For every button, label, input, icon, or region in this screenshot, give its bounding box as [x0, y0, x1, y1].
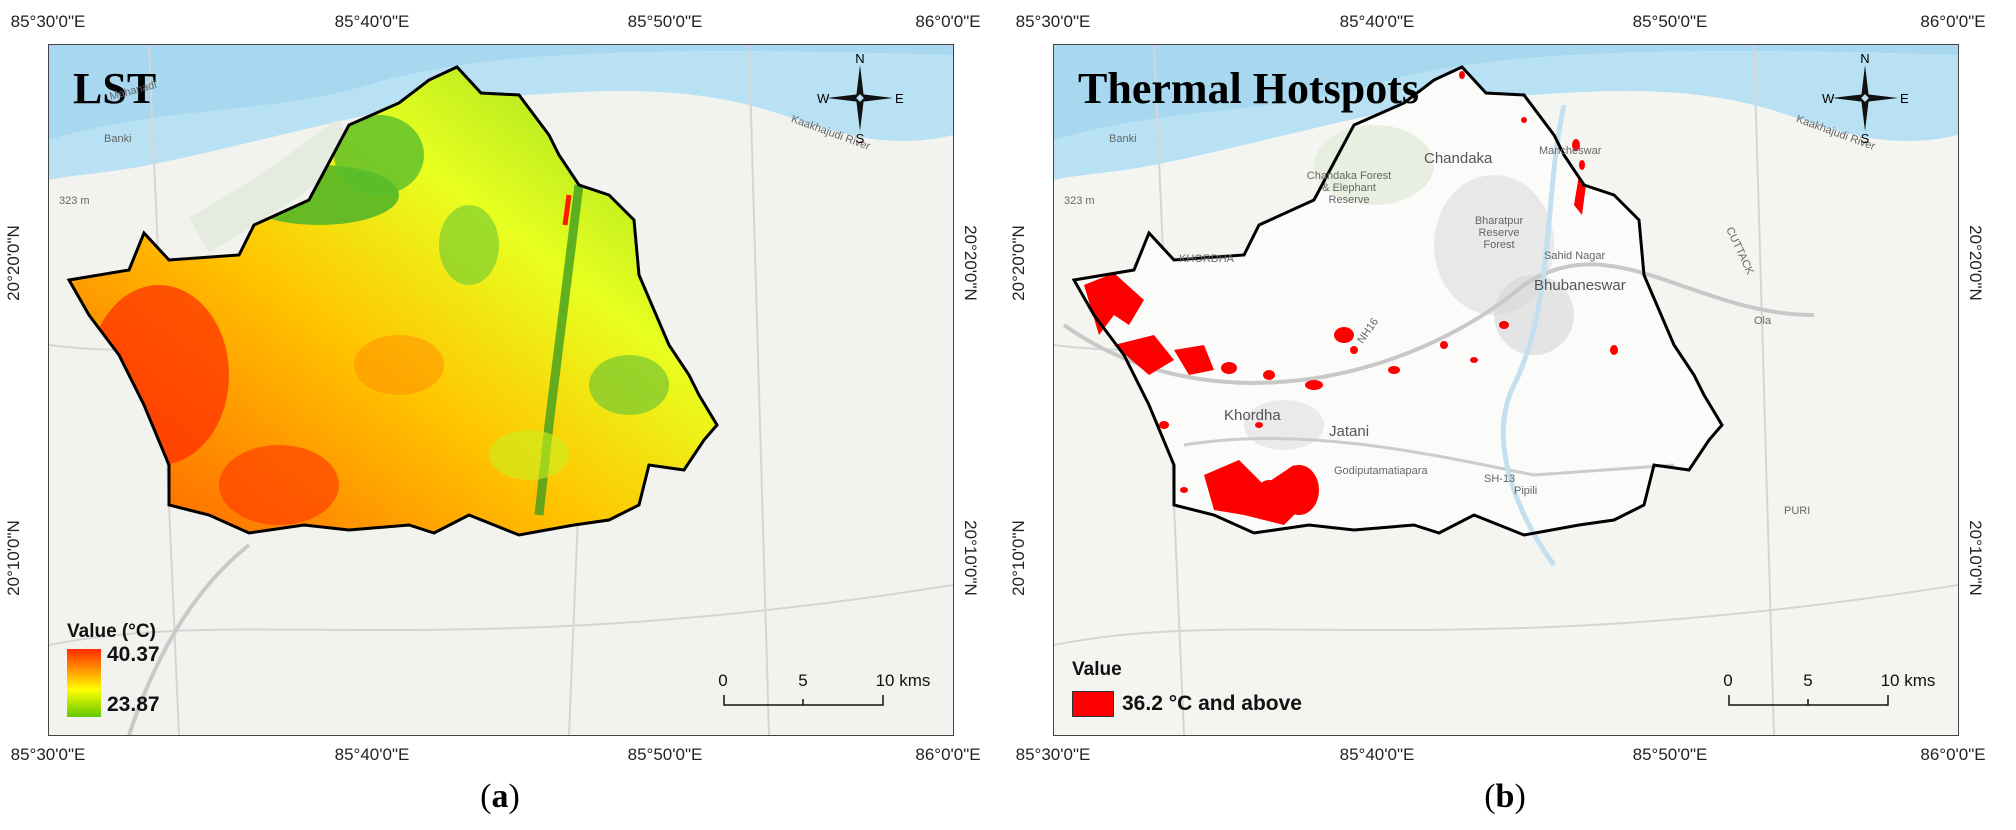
scale-bar-line [723, 695, 884, 706]
scale-label-5: 5 [798, 671, 808, 690]
bottom-tick-1: 85°30'0"E [1015, 745, 1091, 764]
place-chandaka: Chandaka [1424, 150, 1493, 167]
place-bharatpur-forest: Bharatpur Reserve Forest [1474, 215, 1524, 251]
place-pipili: Pipili [1514, 485, 1538, 497]
right-tick-1: 20°20'0"N [960, 225, 980, 301]
lst-map: LST Banki Mahanadi 323 m Kaakhajudi Rive… [48, 44, 954, 736]
place-sh13: SH-13 [1484, 473, 1516, 485]
right-tick-2: 20°10'0"N [960, 520, 980, 596]
place-khordha: Khordha [1224, 407, 1281, 424]
left-tick-2: 20°10'0"N [1008, 520, 1028, 596]
left-tick-2: 20°10'0"N [3, 520, 23, 596]
place-bhubaneswar: Bhubaneswar [1534, 277, 1626, 294]
caption-a: (a) [480, 778, 520, 815]
hotspot-swatch [1072, 691, 1114, 717]
panel-a-lst: 85°30'0"E 85°40'0"E 85°50'0"E 86°0'0"E 8… [0, 0, 1000, 830]
legend-title: Value [1072, 659, 1122, 680]
north-label: N [855, 53, 864, 66]
scale-label-10: 10 kms [875, 671, 931, 690]
hotspot-class-label: 36.2 °C and above [1122, 692, 1302, 715]
bottom-tick-4: 86°0'0"E [1920, 745, 1986, 764]
bottom-tick-2: 85°40'0"E [334, 745, 410, 764]
place-puri: PURI [1784, 505, 1811, 517]
place-jatani: Jatani [1329, 423, 1370, 440]
north-arrow-icon: N S W E [815, 53, 905, 143]
east-label: E [1900, 91, 1909, 106]
hotspot-basemap [1054, 45, 1958, 735]
legend-max: 40.37 [107, 643, 160, 666]
top-tick-1: 85°30'0"E [10, 12, 86, 31]
place-banki: Banki [1109, 133, 1137, 145]
scale-label-0: 0 [718, 671, 728, 690]
south-label: S [1861, 131, 1870, 143]
place-sahid-nagar: Sahid Nagar [1544, 250, 1606, 262]
bottom-tick-1: 85°30'0"E [10, 745, 86, 764]
panel-b-hotspots: 85°30'0"E 85°40'0"E 85°50'0"E 86°0'0"E 8… [1005, 0, 2005, 830]
bottom-tick-4: 86°0'0"E [915, 745, 981, 764]
left-tick-1: 20°20'0"N [3, 225, 23, 301]
top-tick-4: 86°0'0"E [915, 12, 981, 31]
color-ramp [67, 649, 101, 717]
west-label: W [1822, 91, 1835, 106]
place-elevation: 323 m [59, 195, 90, 207]
top-tick-2: 85°40'0"E [1339, 12, 1415, 31]
hotspot-map: Thermal Hotspots Banki Chandaka Chandaka… [1053, 44, 1959, 736]
hotspot-legend: Value 36.2 °C and above [1072, 659, 1302, 717]
lst-legend: Value (°C) 40.37 23.87 [67, 621, 160, 717]
top-tick-3: 85°50'0"E [627, 12, 703, 31]
place-godiputamatiapara: Godiputamatiapara [1334, 465, 1428, 477]
place-banki: Banki [104, 133, 132, 145]
compass-rose-icon: N S W E [1822, 53, 1909, 143]
right-tick-1: 20°20'0"N [1965, 225, 1985, 301]
legend-min: 23.87 [107, 693, 160, 716]
scale-bar-line [1728, 695, 1889, 706]
top-tick-3: 85°50'0"E [1632, 12, 1708, 31]
place-chandaka-forest: Chandaka Forest & Elephant Reserve [1306, 170, 1392, 206]
scale-label-5: 5 [1803, 671, 1813, 690]
place-mancheswar: Mancheswar [1539, 145, 1602, 157]
west-label: W [817, 91, 830, 106]
hotspot-patches [1084, 71, 1618, 525]
scale-bar: 0 5 10 kms [718, 671, 930, 721]
scale-bar: 0 5 10 kms [1723, 671, 1935, 721]
map-title-lst: LST [73, 64, 157, 113]
bottom-tick-2: 85°40'0"E [1339, 745, 1415, 764]
lst-basemap [49, 45, 953, 735]
compass-rose-icon: N S W E [817, 53, 904, 143]
place-elevation: 323 m [1064, 195, 1095, 207]
north-label: N [1860, 53, 1869, 66]
place-ola: Ola [1754, 315, 1772, 327]
south-label: S [856, 131, 865, 143]
top-tick-2: 85°40'0"E [334, 12, 410, 31]
scale-label-10: 10 kms [1880, 671, 1936, 690]
caption-b: (b) [1484, 778, 1526, 815]
bottom-tick-3: 85°50'0"E [1632, 745, 1708, 764]
top-tick-1: 85°30'0"E [1015, 12, 1091, 31]
legend-title: Value (°C) [67, 621, 156, 642]
top-tick-4: 86°0'0"E [1920, 12, 1986, 31]
right-tick-2: 20°10'0"N [1965, 520, 1985, 596]
east-label: E [895, 91, 904, 106]
left-tick-1: 20°20'0"N [1008, 225, 1028, 301]
scale-label-0: 0 [1723, 671, 1733, 690]
north-arrow-icon: N S W E [1820, 53, 1910, 143]
map-title-hotspots: Thermal Hotspots [1078, 64, 1419, 113]
bottom-tick-3: 85°50'0"E [627, 745, 703, 764]
place-khordha-district: KHORDHA [1179, 253, 1235, 265]
